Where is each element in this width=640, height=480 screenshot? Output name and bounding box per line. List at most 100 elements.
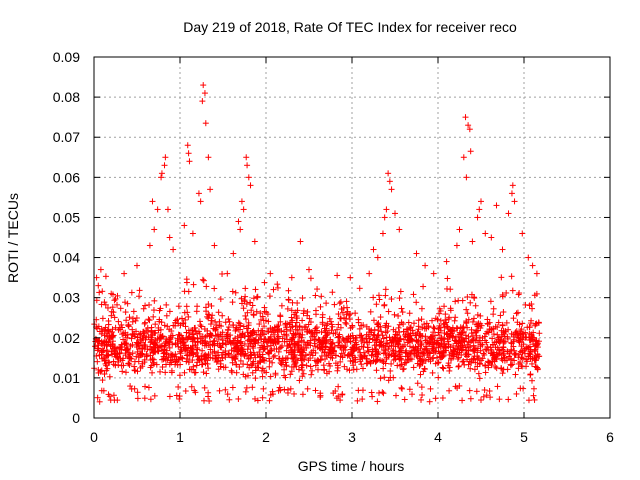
data-point	[151, 392, 158, 399]
data-point	[465, 316, 472, 323]
data-point	[400, 328, 407, 335]
data-point	[189, 357, 196, 364]
data-point	[200, 82, 207, 89]
data-point	[508, 273, 515, 280]
data-point	[307, 363, 314, 370]
data-point	[374, 398, 381, 405]
data-point	[191, 369, 198, 376]
data-point	[199, 347, 206, 354]
data-point	[169, 332, 176, 339]
data-point	[255, 327, 262, 334]
data-point	[119, 368, 126, 375]
data-point	[141, 320, 148, 327]
data-point	[507, 361, 514, 368]
data-point	[454, 355, 461, 362]
data-point	[225, 350, 232, 357]
data-point	[148, 336, 155, 343]
data-point	[531, 356, 538, 363]
data-point	[385, 170, 392, 177]
data-point	[482, 362, 489, 369]
data-point	[411, 320, 418, 327]
data-point	[182, 387, 189, 394]
data-point	[188, 345, 195, 352]
data-point	[485, 358, 492, 365]
data-point	[336, 300, 343, 307]
data-point	[275, 348, 282, 355]
data-point	[337, 358, 344, 365]
data-point	[436, 342, 443, 349]
data-point	[355, 319, 362, 326]
data-point	[354, 346, 361, 353]
data-point	[385, 377, 392, 384]
data-point	[445, 360, 452, 367]
data-point	[171, 353, 178, 360]
data-point	[337, 324, 344, 331]
data-point	[126, 349, 133, 356]
data-point	[161, 322, 168, 329]
data-point	[249, 302, 256, 309]
data-point	[456, 226, 463, 233]
data-point	[337, 298, 344, 305]
data-point	[513, 310, 520, 317]
data-point	[151, 226, 158, 233]
data-point	[490, 331, 497, 338]
data-point	[476, 337, 483, 344]
data-point	[271, 331, 278, 338]
data-point	[200, 369, 207, 376]
data-point	[500, 327, 507, 334]
data-point	[163, 361, 170, 368]
data-point	[496, 350, 503, 357]
data-point	[166, 393, 173, 400]
data-point	[242, 285, 249, 292]
data-point	[281, 366, 288, 373]
data-point	[296, 377, 303, 384]
data-point	[288, 314, 295, 321]
data-point	[203, 283, 210, 290]
data-point	[514, 319, 521, 326]
data-point	[369, 351, 376, 358]
data-point	[312, 349, 319, 356]
data-point	[533, 270, 540, 277]
data-point	[126, 314, 133, 321]
data-point	[309, 329, 316, 336]
data-point	[500, 366, 507, 373]
data-point	[175, 303, 182, 310]
y-axis-label: ROTI / TECUs	[5, 193, 21, 283]
data-point	[239, 348, 246, 355]
data-point	[141, 395, 148, 402]
data-point	[377, 324, 384, 331]
data-point	[409, 391, 416, 398]
data-point	[164, 323, 171, 330]
data-point	[224, 333, 231, 340]
data-point	[444, 275, 451, 282]
data-point	[474, 214, 481, 221]
data-point	[297, 238, 304, 245]
data-point	[184, 336, 191, 343]
data-point	[121, 270, 128, 277]
data-point	[184, 355, 191, 362]
data-point	[523, 334, 530, 341]
data-point	[111, 314, 118, 321]
data-point	[97, 266, 104, 273]
data-point	[447, 286, 454, 293]
data-point	[256, 348, 263, 355]
data-point	[145, 384, 152, 391]
x-tick-label: 2	[262, 429, 270, 445]
data-point	[110, 332, 117, 339]
data-point	[157, 368, 164, 375]
data-point	[261, 323, 268, 330]
data-point	[108, 308, 115, 315]
data-point	[321, 349, 328, 356]
data-point	[405, 319, 412, 326]
data-point	[516, 351, 523, 358]
data-point	[256, 321, 263, 328]
data-point	[247, 299, 254, 306]
data-point	[101, 299, 108, 306]
data-point	[112, 295, 119, 302]
data-point	[325, 360, 332, 367]
data-point	[118, 341, 125, 348]
data-point	[142, 302, 149, 309]
data-point	[288, 307, 295, 314]
data-point	[398, 349, 405, 356]
data-point	[257, 344, 264, 351]
